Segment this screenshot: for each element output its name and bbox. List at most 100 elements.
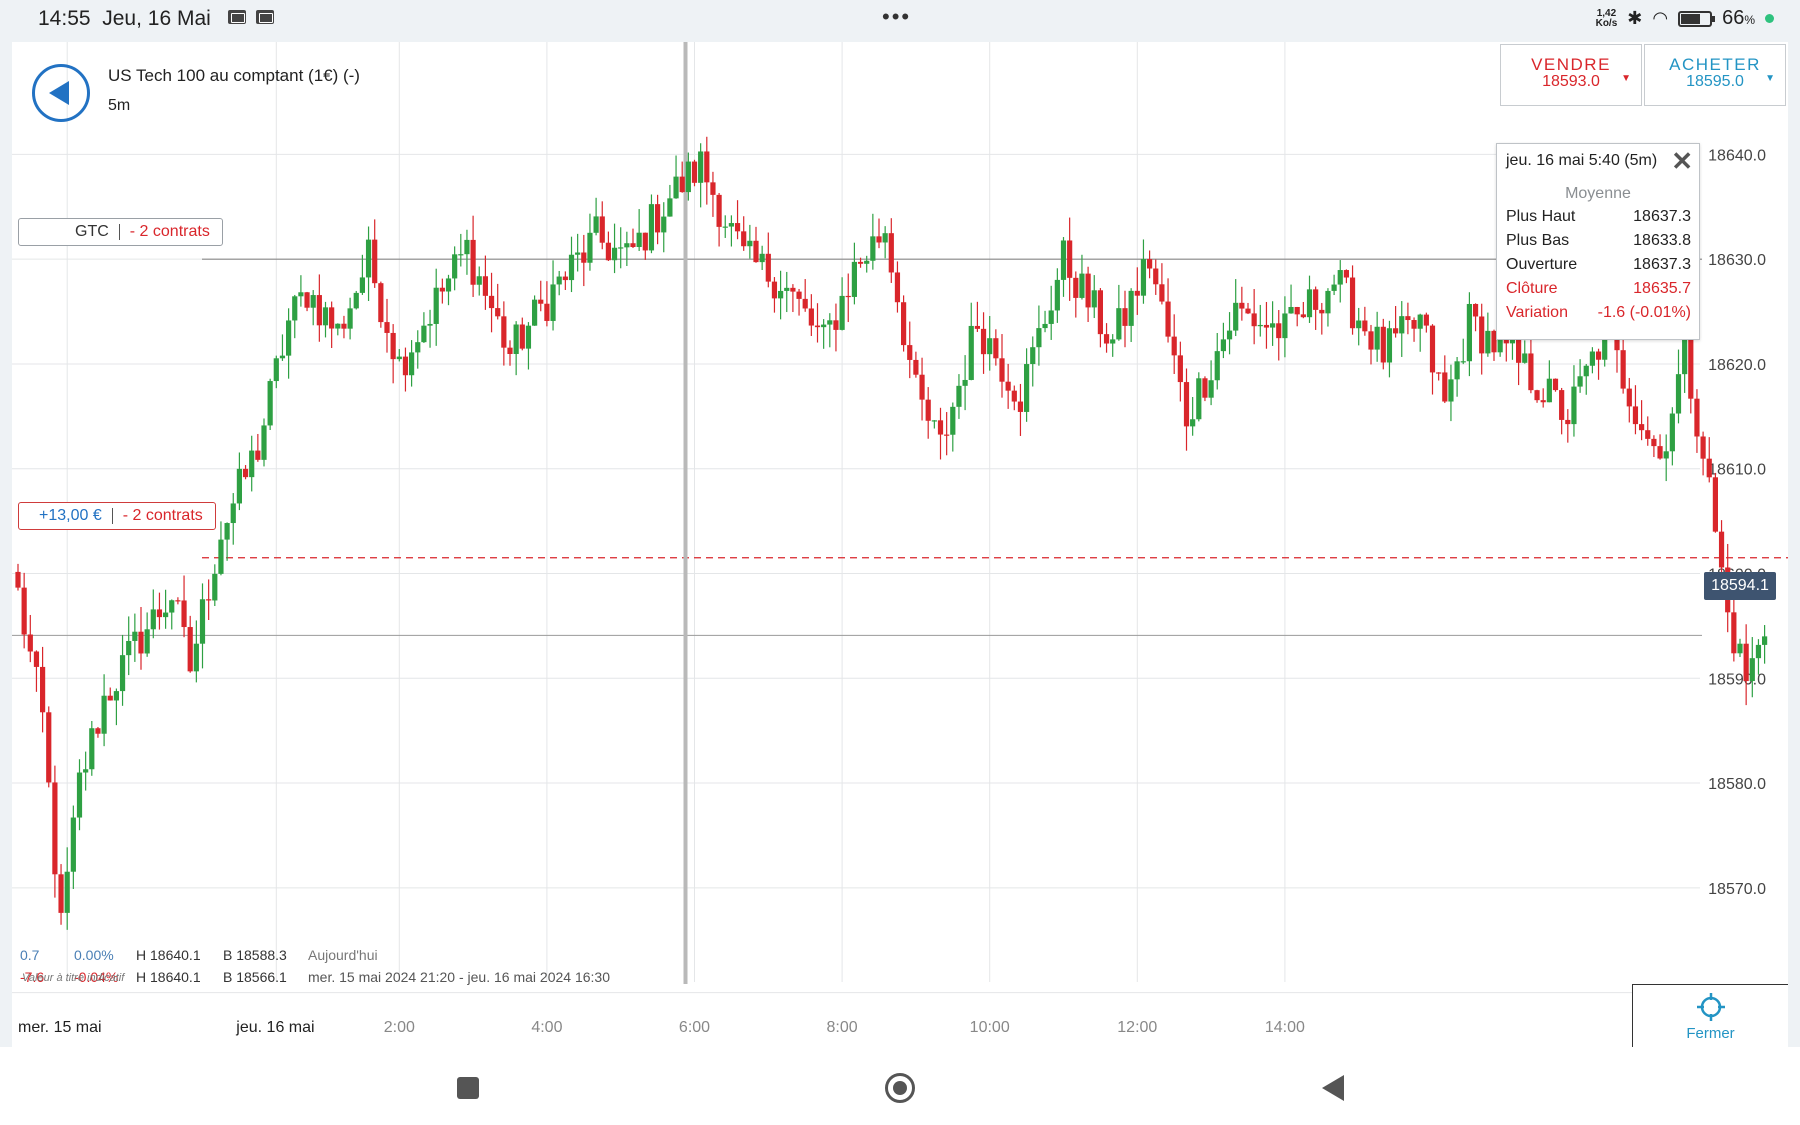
- x-time-label: 12:00: [1117, 1019, 1157, 1036]
- candle-body: [236, 468, 242, 504]
- candle-body: [1177, 355, 1183, 383]
- candle-body: [21, 587, 27, 635]
- candle-body: [1429, 325, 1436, 373]
- candle-body: [1731, 612, 1737, 654]
- candle-body: [402, 356, 409, 376]
- candle-body: [1694, 398, 1700, 437]
- candle-body: [439, 287, 445, 292]
- candle-body: [445, 278, 452, 292]
- candle-body: [962, 379, 968, 386]
- candle-body: [1024, 364, 1030, 412]
- close-icon[interactable]: ✕: [1671, 146, 1693, 176]
- candle-body: [1214, 351, 1220, 381]
- candle-body: [507, 347, 513, 354]
- candle-body: [1374, 326, 1380, 350]
- candle-body: [70, 817, 76, 872]
- candle-body: [212, 573, 218, 601]
- candle-body: [181, 600, 187, 628]
- candle-body: [1196, 378, 1202, 420]
- candle-body: [870, 236, 876, 261]
- notification-icon: [228, 10, 246, 24]
- menu-dots-icon[interactable]: •••: [882, 4, 912, 29]
- sell-button[interactable]: VENDRE 18593.0 ▼: [1500, 44, 1642, 106]
- timeframe-label[interactable]: 5m: [108, 97, 131, 114]
- candle-body: [1245, 308, 1251, 314]
- back-icon[interactable]: [1322, 1075, 1344, 1101]
- candle-body: [919, 374, 925, 400]
- candle-body: [1460, 361, 1466, 363]
- tooltip-row: Plus Bas 18633.8: [1506, 232, 1691, 249]
- candle-body: [501, 316, 507, 348]
- candle-body: [771, 281, 778, 299]
- y-tick-label: 18640.0: [1708, 147, 1766, 164]
- candle-body: [618, 247, 624, 249]
- recent-apps-icon[interactable]: [457, 1077, 479, 1099]
- candle-body: [1079, 273, 1085, 298]
- candle-body: [1706, 458, 1712, 478]
- candle-body: [1054, 279, 1060, 311]
- candle-body: [76, 772, 83, 818]
- net-speed: 1,42 Ko/s: [1595, 7, 1618, 29]
- candle-body: [144, 629, 150, 654]
- candle-body: [1534, 390, 1540, 401]
- current-price-badge: 18594.1: [1704, 572, 1776, 600]
- candle-body: [525, 325, 532, 349]
- candle-body: [747, 240, 753, 247]
- candle-body: [587, 232, 593, 263]
- candle-body: [698, 151, 704, 183]
- candle-body: [1159, 284, 1165, 302]
- fermer-button[interactable]: Fermer: [1632, 984, 1788, 1047]
- candle-body: [1675, 374, 1682, 414]
- tooltip-date: jeu. 16 mai 5:40 (5m): [1506, 152, 1658, 169]
- candle-body: [427, 323, 433, 326]
- candle-body: [138, 631, 144, 654]
- candle-body: [1595, 351, 1602, 360]
- candle-body: [550, 284, 556, 321]
- candle-body: [206, 599, 212, 601]
- candle-body: [759, 253, 765, 263]
- buy-button[interactable]: ACHETER 18595.0 ▼: [1644, 44, 1786, 106]
- x-time-label: 14:00: [1265, 1019, 1305, 1036]
- position-tag[interactable]: +13,00 € - 2 contrats: [18, 502, 216, 530]
- candle-body: [519, 324, 525, 349]
- candle-body: [1743, 643, 1749, 682]
- tooltip-subtitle: Moyenne: [1565, 185, 1631, 202]
- candle-body: [999, 358, 1005, 382]
- candle-body: [27, 634, 33, 652]
- candle-body: [1669, 413, 1675, 452]
- candle-body: [728, 223, 734, 227]
- candle-body: [888, 233, 894, 273]
- battery-percent: 66%: [1722, 7, 1755, 29]
- candle-body: [956, 385, 962, 407]
- candle-body: [1559, 390, 1565, 420]
- candle-body: [1565, 419, 1571, 425]
- candle-body: [1386, 328, 1393, 363]
- candle-body: [925, 399, 931, 421]
- candle-body: [1663, 451, 1669, 459]
- candle-body: [193, 643, 199, 672]
- candle-body: [532, 299, 538, 326]
- candle-body: [1097, 290, 1103, 335]
- candle-body: [335, 323, 341, 329]
- y-tick-label: 18620.0: [1708, 357, 1766, 374]
- candle-body: [255, 450, 261, 460]
- candle-body: [568, 254, 575, 281]
- candle-body: [1516, 338, 1522, 363]
- status-icons: 1,42 Ko/s ✱ ◠ 66%: [1596, 7, 1774, 30]
- candle-body: [433, 287, 439, 324]
- candle-body: [864, 260, 870, 264]
- home-icon[interactable]: [885, 1073, 915, 1103]
- candle-body: [1399, 316, 1405, 334]
- candle-body: [630, 243, 636, 248]
- candle-body: [476, 276, 482, 285]
- crosshair-icon: [1697, 993, 1725, 1021]
- candle-body: [421, 325, 427, 343]
- candle-body: [562, 276, 568, 281]
- candle-body: [1436, 372, 1442, 374]
- candle-body: [1423, 314, 1429, 326]
- gtc-order-tag[interactable]: GTC - 2 contrats: [18, 218, 223, 246]
- candle-body: [1134, 290, 1140, 296]
- candle-body: [1546, 378, 1552, 403]
- candle-body: [1263, 324, 1270, 328]
- back-arrow-icon[interactable]: [32, 64, 90, 122]
